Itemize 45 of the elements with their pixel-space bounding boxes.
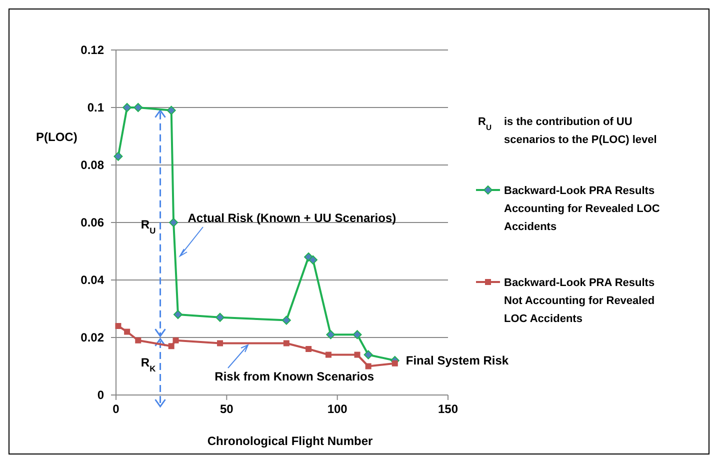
y-tick-label: 0.12 <box>80 43 104 57</box>
point <box>364 350 373 360</box>
legend-label: Backward-Look PRA Results Not Accounting for Revealed LOC Accidents <box>504 277 655 325</box>
point <box>216 312 225 322</box>
point <box>124 328 130 335</box>
text: R$_{U}$ is the contribution of UU scenarios to the P(LOC) level <box>478 116 657 146</box>
annotation: Risk from Known Scenarios <box>214 369 374 384</box>
point <box>308 255 318 264</box>
point <box>392 360 398 366</box>
y-axis-title: P(LOC) <box>36 130 78 144</box>
point <box>115 323 122 329</box>
y-tick-label: 0.06 <box>80 216 104 230</box>
point <box>365 363 372 370</box>
annotation: Final System Risk <box>406 354 509 368</box>
x-tick-label: 0 <box>112 402 120 416</box>
annotation: R$_{K}$ <box>140 355 156 374</box>
y-tick-label: 0.04 <box>80 273 104 287</box>
x-axis-title: Chronological Flight Number <box>207 434 373 448</box>
x-tick-label: 50 <box>220 402 234 416</box>
x-tick-label: 150 <box>438 402 458 416</box>
point <box>166 106 176 115</box>
annotation: R$_{U}$ <box>140 217 156 236</box>
point <box>173 310 182 319</box>
y-tick-label: 0 <box>97 388 104 402</box>
point <box>169 218 178 227</box>
point <box>283 340 290 346</box>
point <box>217 340 224 346</box>
y-tick-label: 0.02 <box>80 330 104 344</box>
point <box>122 103 132 112</box>
point <box>326 330 336 340</box>
point <box>135 337 142 344</box>
point <box>134 103 143 112</box>
point <box>354 352 360 358</box>
point <box>352 330 362 340</box>
point <box>172 337 179 344</box>
y-tick-label: 0.08 <box>80 158 104 172</box>
annotation: Actual Risk (Known + UU Scenarios) <box>188 211 396 225</box>
point <box>168 343 174 350</box>
legend-label: Backward-Look PRA Results Accounting for Revealed LOC Accidents <box>504 185 660 233</box>
point <box>282 316 291 325</box>
point <box>114 152 123 161</box>
point <box>325 352 332 358</box>
point <box>306 346 312 352</box>
y-tick-label: 0.1 <box>87 100 104 114</box>
x-tick-label: 100 <box>327 402 348 416</box>
